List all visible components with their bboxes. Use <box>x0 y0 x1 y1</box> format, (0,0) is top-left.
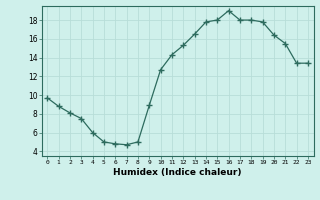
X-axis label: Humidex (Indice chaleur): Humidex (Indice chaleur) <box>113 168 242 177</box>
